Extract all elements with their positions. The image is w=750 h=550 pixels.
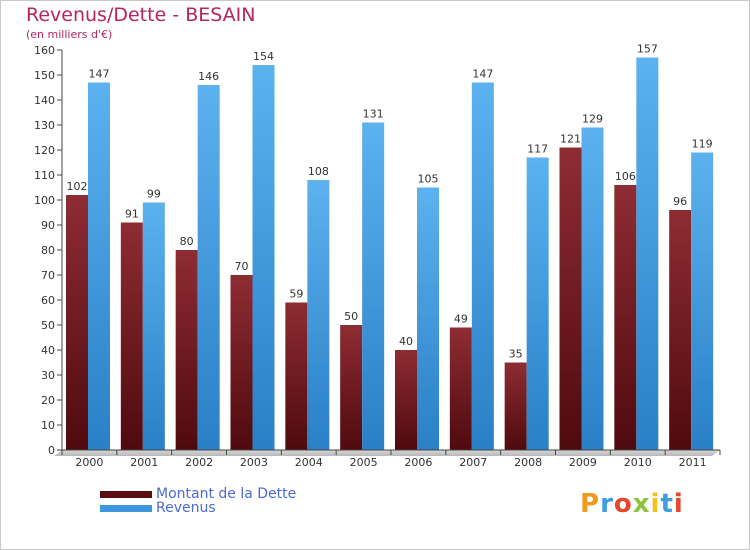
chart-title: Revenus/Dette - BESAIN	[26, 4, 256, 26]
y-tick-label: 50	[41, 319, 55, 332]
y-tick-label: 40	[41, 344, 55, 357]
legend-label-debt: Montant de la Dette	[156, 486, 297, 502]
debt-bar	[340, 325, 363, 450]
legend-label-revenus: Revenus	[156, 500, 216, 516]
data-label: 59	[289, 288, 303, 301]
y-tick-label: 80	[41, 244, 55, 257]
y-tick-label: 30	[41, 369, 55, 382]
y-tick-label: 160	[34, 44, 55, 57]
debt-bar	[669, 210, 692, 450]
data-label: 129	[582, 113, 603, 126]
x-tick-label: 2005	[350, 456, 378, 469]
x-tick-label: 2008	[514, 456, 542, 469]
x-tick-label: 2009	[569, 456, 597, 469]
y-tick-label: 150	[34, 69, 55, 82]
revenus-bar	[636, 57, 659, 450]
data-label: 80	[180, 235, 194, 248]
debt-bar	[614, 185, 637, 450]
data-label: 157	[637, 43, 658, 56]
chart-subtitle: (en milliers d'€)	[26, 28, 113, 41]
data-label: 106	[615, 170, 636, 183]
legend-item-debt: Montant de la Dette	[100, 486, 296, 502]
y-tick-label: 10	[41, 419, 55, 432]
data-label: 70	[235, 260, 249, 273]
data-label: 99	[147, 188, 161, 201]
data-label: 49	[454, 313, 468, 326]
data-label: 35	[509, 348, 523, 361]
y-tick-label: 110	[34, 169, 55, 182]
y-tick-label: 100	[34, 194, 55, 207]
y-tick-label: 70	[41, 269, 55, 282]
y-tick-label: 20	[41, 394, 55, 407]
debt-bar	[504, 362, 527, 450]
y-tick-label: 130	[34, 119, 55, 132]
debt-bar	[230, 275, 253, 450]
data-label: 102	[67, 180, 88, 193]
y-tick-label: 60	[41, 294, 55, 307]
data-label: 147	[89, 68, 110, 81]
data-label: 40	[399, 335, 413, 348]
x-tick-label: 2006	[404, 456, 432, 469]
data-label: 154	[253, 50, 274, 63]
data-label: 108	[308, 165, 329, 178]
proxiti-logo: Proxiti	[580, 489, 684, 519]
plot-floor	[54, 450, 720, 456]
data-label: 121	[560, 133, 581, 146]
data-label: 50	[344, 310, 358, 323]
revenus-bar	[88, 82, 110, 450]
y-tick-label: 90	[41, 219, 55, 232]
debt-bar	[120, 222, 143, 450]
x-tick-label: 2004	[295, 456, 323, 469]
revenus-bar	[471, 82, 494, 450]
revenus-bar	[307, 180, 330, 450]
revenus-bar	[417, 187, 439, 450]
debt-bar	[285, 302, 308, 450]
debt-bar	[395, 350, 417, 450]
data-label: 147	[472, 68, 493, 81]
debt-bar	[66, 195, 88, 450]
x-tick-label: 2001	[130, 456, 158, 469]
x-tick-label: 2007	[459, 456, 487, 469]
legend-item-revenus: Revenus	[100, 500, 216, 516]
y-tick-label: 120	[34, 144, 55, 157]
revenus-bar	[691, 152, 714, 450]
data-label: 146	[198, 70, 219, 83]
revenus-bar	[252, 65, 275, 450]
x-tick-label: 2011	[679, 456, 707, 469]
revenus-bar	[142, 202, 165, 450]
revenus-bar	[526, 157, 549, 450]
revenus-bar	[362, 122, 385, 450]
data-label: 119	[692, 138, 713, 151]
revenus-bar	[197, 85, 220, 450]
data-label: 131	[363, 108, 384, 121]
debt-bar	[449, 327, 472, 450]
x-tick-label: 2003	[240, 456, 268, 469]
debt-bar	[175, 250, 198, 450]
legend-swatch-debt	[100, 490, 152, 498]
data-label: 96	[673, 195, 687, 208]
x-tick-label: 2010	[624, 456, 652, 469]
x-tick-label: 2002	[185, 456, 213, 469]
x-tick-label: 2000	[75, 456, 103, 469]
y-tick-label: 0	[48, 444, 55, 457]
data-label: 105	[418, 173, 439, 186]
data-label: 117	[527, 143, 548, 156]
debt-bar	[559, 147, 582, 450]
y-tick-label: 140	[34, 94, 55, 107]
data-label: 91	[125, 208, 139, 221]
legend-swatch-revenus	[100, 504, 152, 512]
revenus-bar	[581, 127, 604, 450]
